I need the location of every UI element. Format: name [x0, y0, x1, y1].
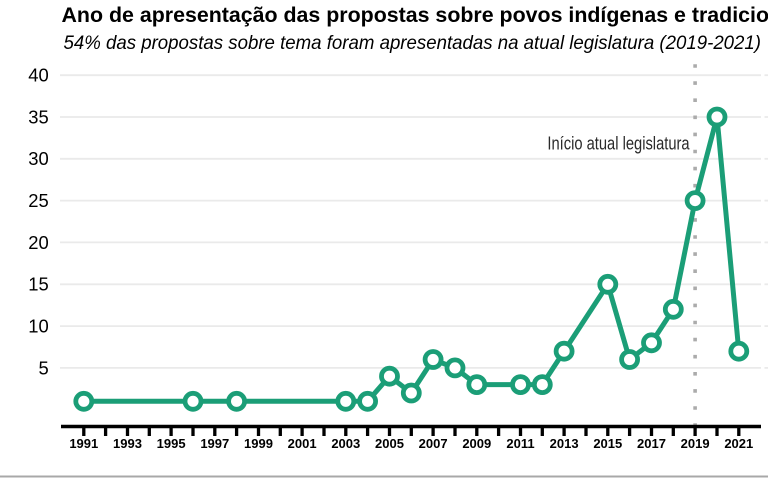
svg-text:20: 20: [28, 232, 48, 253]
svg-text:10: 10: [28, 316, 48, 337]
svg-text:2011: 2011: [506, 436, 534, 451]
svg-text:2007: 2007: [419, 436, 448, 451]
svg-text:1995: 1995: [157, 436, 186, 451]
svg-text:1991: 1991: [69, 436, 98, 451]
svg-text:2021: 2021: [724, 436, 753, 451]
svg-text:15: 15: [28, 274, 48, 295]
svg-text:2005: 2005: [375, 436, 404, 451]
svg-text:2009: 2009: [462, 436, 491, 451]
svg-text:Início atual legislatura: Início atual legislatura: [547, 133, 690, 154]
svg-text:2019: 2019: [681, 436, 710, 451]
svg-text:35: 35: [28, 106, 48, 127]
svg-text:1997: 1997: [200, 436, 229, 451]
svg-text:2003: 2003: [331, 436, 360, 451]
svg-text:30: 30: [28, 148, 48, 169]
svg-text:2015: 2015: [593, 436, 622, 451]
svg-text:2001: 2001: [288, 436, 317, 451]
svg-text:2013: 2013: [550, 436, 579, 451]
svg-text:40: 40: [28, 65, 48, 86]
svg-text:5: 5: [38, 357, 48, 378]
svg-text:1999: 1999: [244, 436, 273, 451]
svg-text:Ano de apresentação das propos: Ano de apresentação das propostas sobre …: [62, 3, 768, 27]
svg-text:1993: 1993: [113, 436, 142, 451]
svg-text:25: 25: [28, 190, 48, 211]
svg-text:2017: 2017: [637, 436, 666, 451]
svg-text:54% das propostas sobre tema f: 54% das propostas sobre tema foram apres…: [64, 33, 762, 54]
